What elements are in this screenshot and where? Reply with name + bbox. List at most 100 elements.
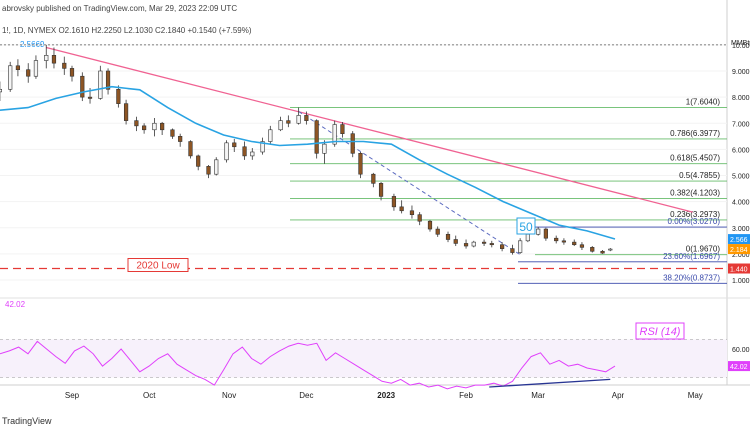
price-tick-label: 4.000	[732, 200, 750, 207]
candle-body	[80, 75, 85, 98]
candle-body	[15, 65, 21, 70]
candle-body	[105, 70, 111, 90]
candle-body	[87, 96, 93, 99]
candle-body	[33, 60, 39, 77]
time-tick-label: Nov	[222, 391, 236, 400]
candle-body	[250, 151, 255, 157]
fib-ext-label: 23.60%(1.6967)	[663, 252, 720, 261]
candle-body	[170, 129, 175, 137]
fib-ext-label: 0.00%(3.0270)	[668, 217, 721, 226]
time-tick-label: Apr	[612, 391, 625, 400]
candle-body	[427, 220, 433, 230]
candle-body	[44, 55, 49, 61]
candle-body	[296, 115, 301, 124]
time-axis[interactable]: Sep Oct Nov Dec 2023 Feb Mar Apr May	[65, 391, 703, 400]
ma50-label: 50	[519, 220, 533, 234]
candle-body	[561, 240, 567, 243]
fib-level-label: 0.5(4.7855)	[679, 171, 720, 180]
support-label: 2020 Low	[136, 261, 180, 272]
price-tick-label: 6.000	[732, 147, 750, 154]
candle-body	[51, 55, 57, 64]
tradingview-logo-text: TradingView	[2, 416, 52, 426]
candle-body	[590, 247, 595, 252]
candlestick-series	[0, 44, 613, 255]
price-grid	[0, 44, 727, 281]
price-tag	[728, 244, 750, 255]
ma50-label-box	[516, 217, 536, 235]
candle-body	[554, 237, 559, 242]
price-tick-label: 8.000	[732, 95, 750, 102]
candle-body	[8, 65, 13, 90]
rsi-last-value-label: 42.02	[5, 300, 26, 309]
time-tick-label: Dec	[299, 391, 313, 400]
ma50-line	[0, 85, 616, 240]
time-tick-label: Oct	[143, 391, 156, 400]
candle-body	[332, 124, 337, 145]
publisher-line: abrovsky published on TradingView.com, M…	[2, 4, 237, 13]
candle-body	[278, 120, 283, 131]
candle-body	[358, 152, 363, 175]
candle-body	[134, 120, 139, 127]
time-tick-label: Sep	[65, 391, 80, 400]
candle-body	[572, 241, 577, 246]
price-axis[interactable]: 1.000 2.000 3.000 4.000 5.000 6.000 7.000 8.000…	[731, 40, 750, 285]
price-tick-label: 3.000	[732, 226, 750, 233]
fibonacci-levels: 1(7.6040) 0.786(6.3977) 0.618(5.4507) 0.5(4…	[290, 97, 727, 284]
candle-body	[286, 120, 291, 124]
price-tag	[728, 263, 750, 274]
candle-body	[232, 142, 237, 148]
candle-body	[525, 233, 530, 242]
candle-body	[340, 124, 345, 135]
trend-lines: 2020 Low	[0, 46, 727, 273]
candle-body	[260, 141, 265, 153]
candle-body	[510, 248, 515, 253]
candle-body	[314, 120, 319, 154]
candle-body	[206, 166, 211, 175]
candle-body	[409, 210, 415, 215]
candle-body	[188, 141, 193, 157]
fib-level-label: 0.382(4.1203)	[670, 188, 720, 197]
candle-body	[304, 115, 309, 121]
candle-body	[69, 68, 75, 77]
candle-body	[152, 122, 157, 131]
candle-body	[378, 183, 384, 197]
time-tick-label: May	[688, 391, 703, 400]
unit-label: MMBtu	[731, 40, 750, 47]
price-tag-label: 2.566	[730, 237, 748, 244]
candle-body	[178, 136, 183, 142]
fib-level-label: 0.618(5.4507)	[670, 154, 720, 163]
time-tick-label: Feb	[459, 391, 473, 400]
fib-level-label: 0.786(6.3977)	[670, 129, 720, 138]
fib-level-label: 0(1.9670)	[686, 245, 721, 254]
candle-body	[543, 228, 548, 239]
candle-body	[579, 244, 585, 248]
candle-body	[214, 159, 219, 175]
candle-body	[453, 239, 458, 244]
candle-body	[600, 250, 605, 254]
fib-level-label: 0.236(3.2973)	[670, 210, 720, 219]
candle-body	[471, 241, 476, 247]
candle-body	[500, 244, 505, 249]
candle-body	[391, 196, 397, 208]
candle-body	[160, 122, 165, 131]
candle-body	[0, 88, 2, 93]
candle-body	[242, 146, 247, 157]
descending-trendline	[46, 46, 693, 213]
candle-body	[518, 240, 523, 253]
price-tick-label: 5.000	[732, 174, 750, 181]
rsi-tick-label: 60.00	[732, 347, 750, 354]
candle-body	[536, 228, 541, 235]
rsi-label-box	[635, 322, 685, 340]
moving-average-50: 50	[0, 85, 616, 240]
candle-body	[417, 214, 422, 222]
time-tick-label: 2023	[377, 391, 395, 400]
candle-body	[435, 228, 440, 235]
candle-body	[62, 62, 67, 69]
rsi-divergence-line	[489, 378, 611, 388]
price-tags: 2.566 2.184 1.440	[728, 234, 750, 274]
rsi-line	[0, 340, 616, 390]
fib-level-label: 1(7.6040)	[686, 97, 721, 106]
rsi-value-tag-label: 42.02	[730, 364, 748, 371]
